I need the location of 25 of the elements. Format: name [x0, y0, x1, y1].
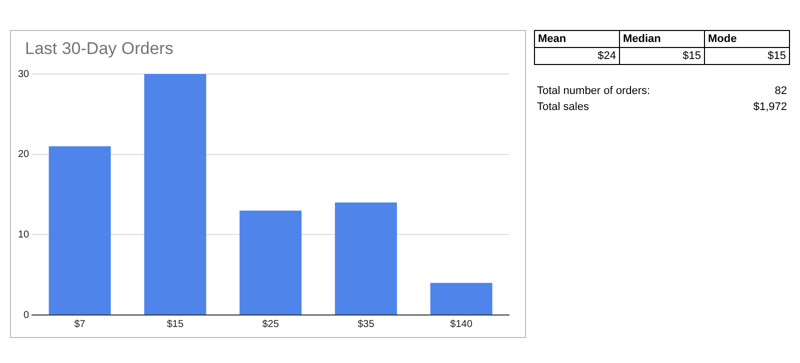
- text: 82: [774, 84, 788, 99]
- x-tick-label: $25: [262, 318, 280, 330]
- bar: [48, 146, 111, 314]
- y-tick-label: 10: [18, 229, 30, 240]
- x-tick-label: $7: [74, 318, 86, 330]
- text: Median: [620, 30, 704, 48]
- bar: [240, 210, 302, 314]
- text: Total number of orders:: [536, 84, 652, 99]
- x-tick-label: $140: [450, 318, 473, 330]
- text: $15: [620, 48, 704, 64]
- text: $15: [704, 48, 790, 64]
- text: $24: [534, 48, 620, 64]
- text: $1,972: [752, 100, 788, 115]
- bar: [144, 74, 206, 314]
- y-tick-label: 20: [18, 149, 30, 160]
- bar: [334, 202, 397, 314]
- x-tick-label: $15: [166, 318, 184, 330]
- y-tick-label: 30: [18, 68, 30, 80]
- bar: [430, 282, 492, 314]
- chart-title: Last 30-Day Orders: [25, 39, 174, 59]
- text: Total sales: [536, 100, 590, 115]
- y-tick-label: 0: [24, 310, 30, 321]
- text: Mean: [534, 30, 620, 48]
- text: Mode: [704, 30, 790, 48]
- x-tick-label: $35: [358, 318, 375, 330]
